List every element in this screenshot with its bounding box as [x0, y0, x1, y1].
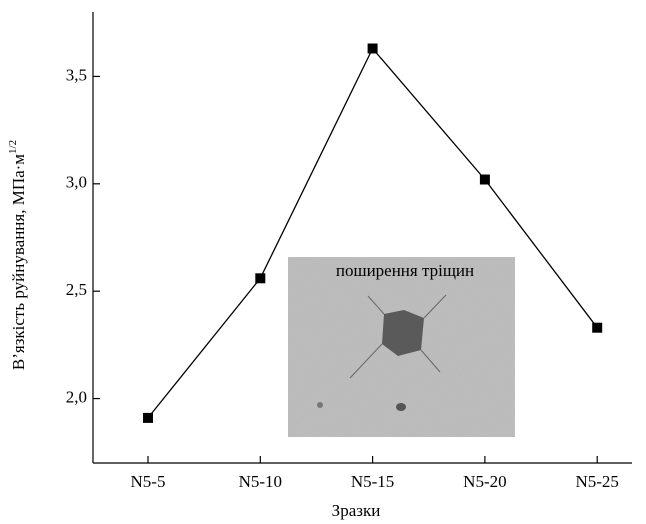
- y-tick-label: 2,5: [66, 280, 87, 299]
- x-tick-label: N5-20: [463, 472, 506, 491]
- inset-image: [288, 257, 515, 437]
- y-axis-label: В’язкість руйнування, МПа·м1/2: [7, 140, 28, 370]
- x-axis-label: Зразки: [332, 501, 381, 520]
- annotation: поширення тріщин: [336, 261, 474, 280]
- y-tick-label: 3,0: [66, 173, 87, 192]
- y-label-superscript: 1/2: [7, 140, 19, 154]
- marker: [367, 43, 378, 54]
- y-label-main: В’язкість руйнування, МПа·м: [9, 154, 28, 370]
- y-tick-label: 3,5: [66, 65, 87, 84]
- marker: [143, 412, 153, 423]
- x-tick-label: N5-5: [131, 472, 166, 491]
- marker: [592, 322, 603, 333]
- x-tick-label: N5-10: [239, 472, 282, 491]
- x-tick-label: N5-25: [575, 472, 618, 491]
- marker: [255, 273, 266, 284]
- y-tick-label: 2,0: [66, 387, 87, 406]
- marker: [479, 174, 490, 185]
- x-tick-label: N5-15: [351, 472, 394, 491]
